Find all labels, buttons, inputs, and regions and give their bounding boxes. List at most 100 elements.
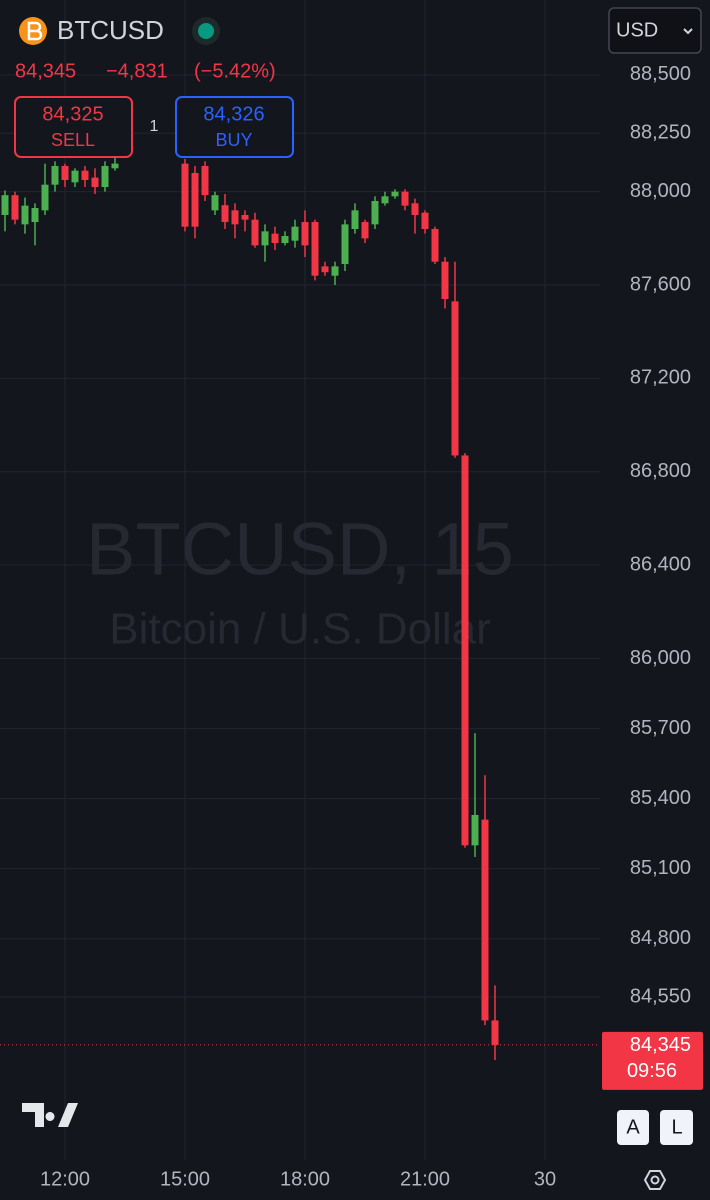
y-tick-label: 86,400 — [630, 553, 691, 575]
y-tick-label: 85,400 — [630, 787, 691, 809]
auto-button[interactable]: A — [617, 1110, 649, 1145]
candle-body — [301, 222, 309, 246]
auto-box[interactable] — [617, 1110, 649, 1145]
candle-body — [441, 261, 449, 300]
currency-select[interactable]: USD — [608, 7, 702, 54]
last-price-label: 84,345 — [630, 1034, 691, 1056]
buy-price[interactable]: 84,326 — [203, 103, 264, 125]
log-box[interactable] — [660, 1110, 693, 1145]
y-tick-label: 88,000 — [630, 180, 691, 202]
y-tick-label: 86,000 — [630, 647, 691, 669]
settings-button[interactable] — [643, 1170, 667, 1190]
candle-body — [381, 196, 389, 204]
logo — [22, 1103, 78, 1127]
candle-body — [411, 203, 419, 216]
buy-button[interactable]: 84,326 BUY — [175, 96, 294, 158]
candle-body — [181, 163, 189, 227]
candle-body — [31, 208, 39, 223]
candle-body — [461, 455, 469, 846]
candle-body — [221, 205, 229, 223]
auto-label[interactable]: A — [626, 1116, 640, 1138]
candle-body — [491, 1020, 499, 1045]
currency[interactable]: USD — [616, 19, 658, 41]
chevron[interactable] — [683, 28, 693, 35]
candle-body — [241, 215, 249, 220]
gear-hole[interactable] — [650, 1175, 660, 1185]
candle-body — [481, 819, 489, 1021]
candle-body — [91, 177, 99, 187]
candle-body — [401, 191, 409, 206]
symbol: BTCUSD — [57, 15, 164, 45]
candle-body — [321, 266, 329, 273]
candle-body — [41, 184, 49, 211]
sell-label[interactable]: SELL — [51, 130, 95, 150]
candle-body — [71, 170, 79, 183]
grid — [0, 0, 600, 1160]
buy-label[interactable]: BUY — [215, 130, 252, 150]
x-tick-label: 30 — [534, 1168, 556, 1190]
log-label[interactable]: L — [671, 1116, 682, 1138]
candle-body — [341, 224, 349, 265]
candle-body — [311, 222, 319, 276]
last-price-box — [602, 1031, 703, 1090]
candle-body — [21, 205, 29, 225]
candle-body — [281, 236, 289, 244]
y-tick-label: 85,100 — [630, 857, 691, 879]
candle-body — [391, 191, 399, 197]
y-tick-label: 88,250 — [630, 122, 691, 144]
buy-box[interactable] — [175, 96, 294, 158]
candle-body — [251, 219, 259, 246]
candle-body — [211, 195, 219, 211]
countdown: 09:56 — [627, 1060, 677, 1082]
candle-body — [61, 165, 69, 180]
candle-body — [201, 165, 209, 196]
candles — [0, 156, 600, 1061]
candle-body — [101, 165, 109, 187]
watermark-subtitle: Bitcoin / U.S. Dollar — [109, 605, 490, 654]
candle-body — [331, 266, 339, 276]
candle-body — [371, 200, 379, 225]
y-tick-label: 87,600 — [630, 273, 691, 295]
candle-body — [361, 222, 369, 239]
candle-body — [431, 229, 439, 262]
y-tick-label: 87,200 — [630, 367, 691, 389]
candle-body — [271, 233, 279, 244]
y-tick-label: 85,700 — [630, 717, 691, 739]
x-tick-label: 15:00 — [160, 1168, 210, 1190]
candle-body — [81, 170, 89, 180]
log-button[interactable]: L — [660, 1110, 693, 1145]
axis: 88,500 88,250 88,000 87,600 87,200 86,800 86,4… — [40, 63, 703, 1190]
change-percent: (−5.42%) — [194, 60, 276, 82]
gear[interactable] — [643, 1170, 667, 1190]
candle-body — [351, 210, 359, 230]
candle-body — [231, 210, 239, 225]
x-tick-label: 18:00 — [280, 1168, 330, 1190]
x-tick-label: 12:00 — [40, 1168, 90, 1190]
candle-body — [291, 226, 299, 241]
sell-button[interactable]: 84,325 SELL — [14, 96, 133, 158]
change: −4,831 — [106, 60, 168, 82]
watermark: BTCUSD, 15 — [86, 508, 514, 591]
candle-body — [51, 165, 59, 185]
sell-price[interactable]: 84,325 — [42, 103, 103, 125]
currency-box[interactable] — [608, 7, 702, 54]
y-tick-label: 88,500 — [630, 63, 691, 85]
y-tick-label: 84,800 — [630, 927, 691, 949]
last-price: 84,345 — [15, 60, 76, 82]
candle-body — [421, 212, 429, 230]
bitcoin-glyph — [27, 21, 43, 41]
x-tick-label: 21:00 — [400, 1168, 450, 1190]
spread: 1 — [150, 118, 159, 135]
candle-body — [261, 231, 269, 246]
candle-body — [11, 195, 19, 220]
candle-body — [471, 814, 479, 846]
sell-box[interactable] — [14, 96, 133, 158]
y-tick-label: 86,800 — [630, 460, 691, 482]
candle-body — [111, 163, 119, 169]
candle-body — [191, 172, 199, 227]
candle-body — [451, 301, 459, 456]
y-tick-label: 84,550 — [630, 985, 691, 1007]
status-dot — [198, 23, 214, 39]
